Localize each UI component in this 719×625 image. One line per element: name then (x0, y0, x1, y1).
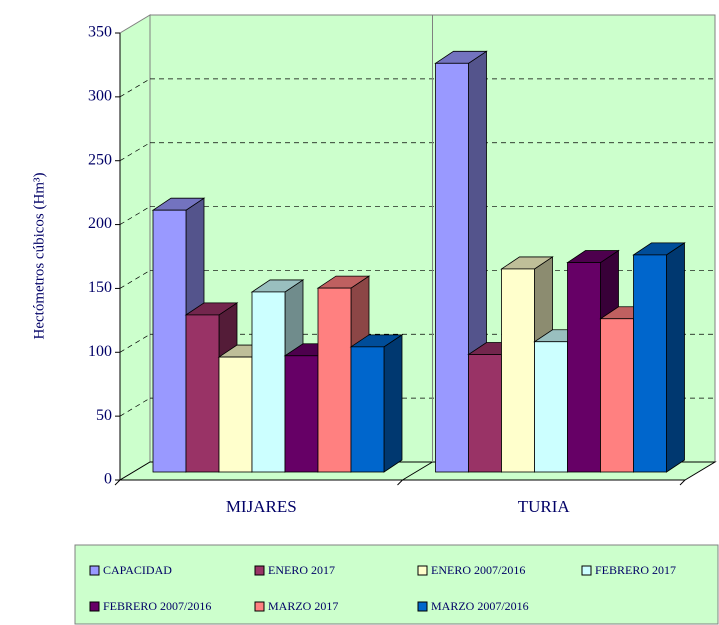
x-tick (679, 479, 686, 486)
bar-front (350, 346, 385, 473)
legend-label: MARZO 2017 (268, 599, 338, 613)
legend-swatch (581, 565, 592, 576)
y-tick-label: 50 (96, 407, 112, 424)
y-tick-label: 300 (88, 88, 112, 105)
bar-side (666, 242, 685, 473)
bar-front (317, 287, 352, 473)
grid-line (119, 206, 151, 225)
y-tick-label: 0 (104, 471, 112, 488)
bar (250, 279, 305, 473)
legend-swatch (254, 565, 265, 576)
bar-front (435, 62, 469, 473)
legend-label: ENERO 2007/2016 (431, 563, 525, 577)
grid-line (119, 333, 151, 353)
grid-line (119, 142, 151, 162)
legend-label: CAPACIDAD (103, 563, 172, 577)
legend-label: FEBRERO 2007/2016 (103, 599, 211, 613)
legend-swatch (89, 565, 100, 576)
y-axis-label: Hectómetros cúbicos (Hm³) (31, 173, 47, 340)
legend-swatch (417, 601, 428, 612)
legend-label: MARZO 2007/2016 (431, 599, 529, 613)
bar-front (284, 355, 319, 473)
grid-line (119, 78, 151, 98)
y-tick-label: 250 (88, 151, 112, 168)
bar-front (534, 341, 568, 473)
bar-front (218, 356, 253, 473)
legend-swatch (254, 601, 265, 612)
bar (349, 334, 404, 473)
grid-line (119, 270, 151, 289)
bar-side (383, 334, 403, 473)
bar-front (633, 254, 667, 473)
bar-front (185, 314, 220, 473)
x-tick (397, 479, 403, 486)
bar-front (251, 291, 286, 473)
legend-label: FEBRERO 2017 (595, 563, 676, 577)
x-tick-label: TURIA (518, 497, 571, 516)
x-tick (114, 479, 121, 486)
category-divider (402, 461, 433, 481)
legend (74, 544, 719, 625)
side-wall (119, 14, 151, 481)
bar (632, 242, 686, 473)
legend-swatch (89, 601, 100, 612)
bar-front (567, 262, 601, 473)
y-tick-label: 150 (88, 279, 112, 296)
legend-swatch (417, 565, 428, 576)
grid-line (119, 397, 151, 417)
x-tick-label: MIJARES (226, 497, 297, 516)
bar-front (501, 268, 535, 473)
legend-label: ENERO 2017 (268, 563, 335, 577)
bar-front (152, 209, 187, 473)
bar-front (600, 318, 634, 473)
y-tick-label: 200 (88, 215, 112, 232)
y-tick-label: 100 (88, 343, 112, 360)
y-tick-label: 350 (88, 24, 112, 41)
bar-front (468, 354, 502, 473)
